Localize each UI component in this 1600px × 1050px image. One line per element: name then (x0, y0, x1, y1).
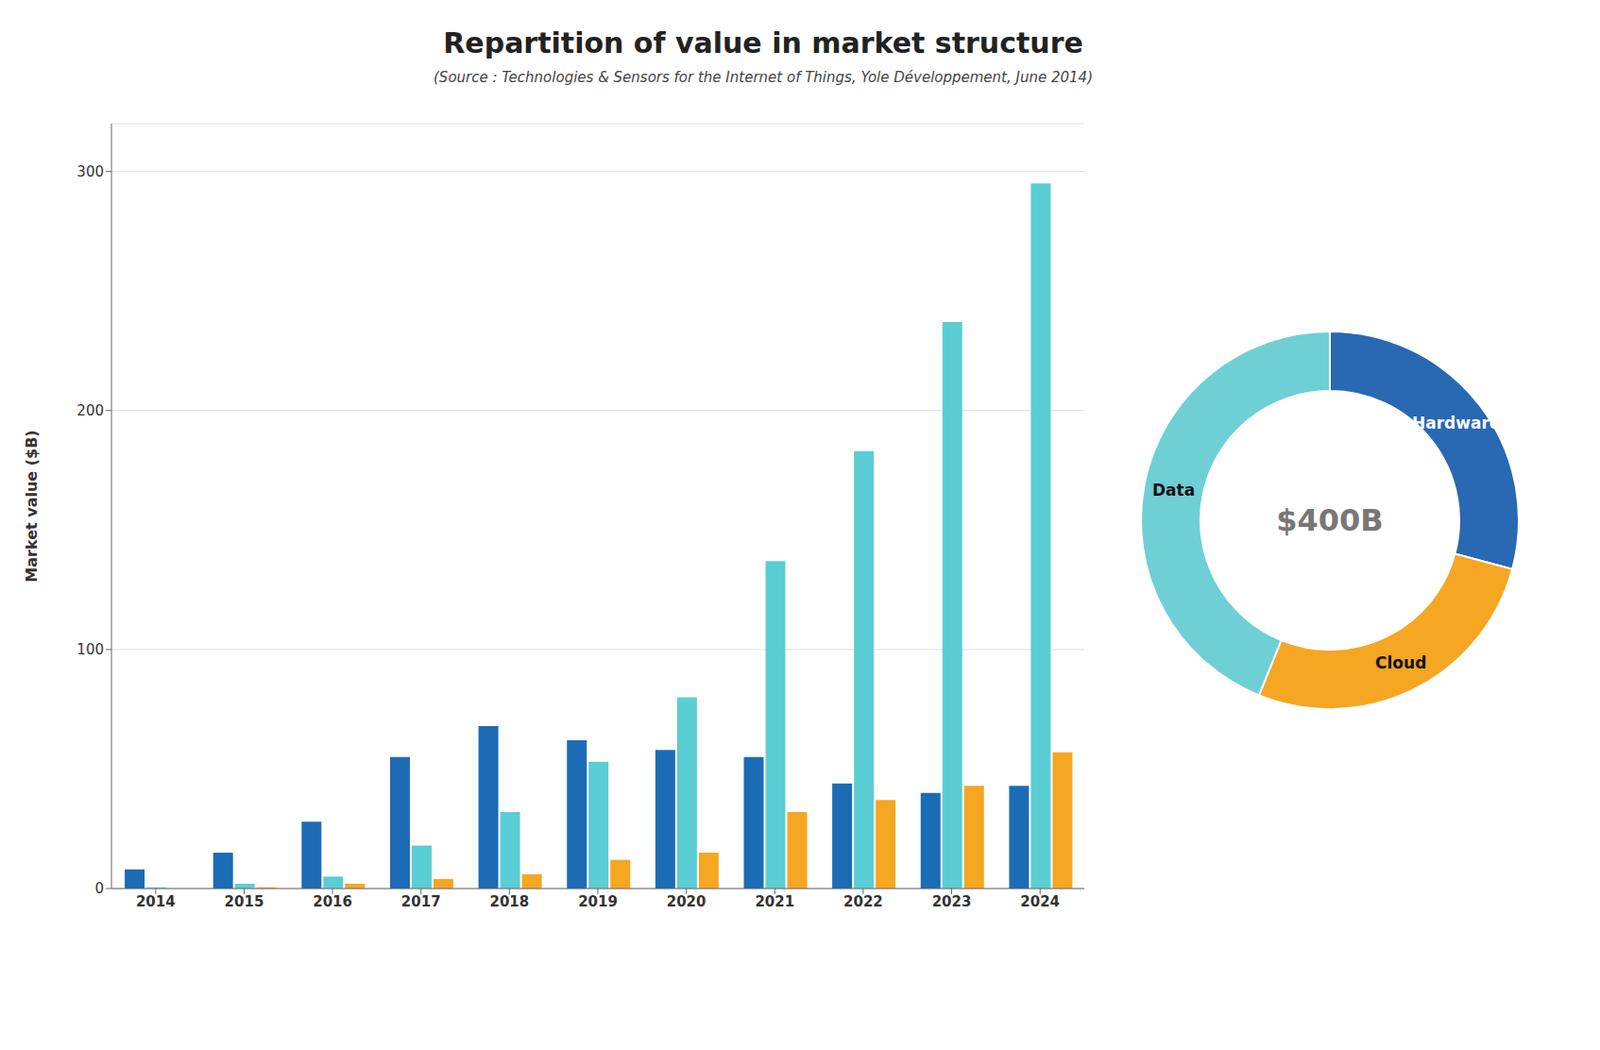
svg-text:Market value ($B): Market value ($B) (22, 429, 41, 582)
html-text:Repartition of value in market: Repartition of value in market structure (443, 26, 1084, 60)
svg-text:2017: 2017 (401, 893, 442, 911)
svg-text:Data: Data (1152, 480, 1195, 500)
svg-text:2021: 2021 (754, 893, 795, 911)
svg-text:Hardware: Hardware (1412, 413, 1500, 433)
svg-text:2024: 2024 (1020, 893, 1060, 911)
svg-text:2020: 2020 (666, 893, 707, 911)
svg-text:Cloud: Cloud (1375, 653, 1427, 673)
svg-text:2023: 2023 (932, 893, 972, 911)
html-text:(Source : Technologies & Senso: (Source : Technologies & Sensors for the… (433, 68, 1093, 86)
svg-text:200: 200 (76, 402, 104, 420)
svg-text:100: 100 (76, 641, 104, 659)
svg-text:2019: 2019 (578, 893, 618, 911)
svg-text:2015: 2015 (224, 893, 265, 911)
svg-text:2014: 2014 (136, 893, 176, 911)
svg-text:0: 0 (94, 880, 104, 898)
svg-text:2016: 2016 (312, 893, 353, 911)
svg-text:2022: 2022 (843, 893, 884, 911)
svg-text:$400B: $400B (1276, 502, 1383, 539)
svg-text:300: 300 (76, 163, 104, 181)
svg-text:2018: 2018 (489, 893, 529, 911)
